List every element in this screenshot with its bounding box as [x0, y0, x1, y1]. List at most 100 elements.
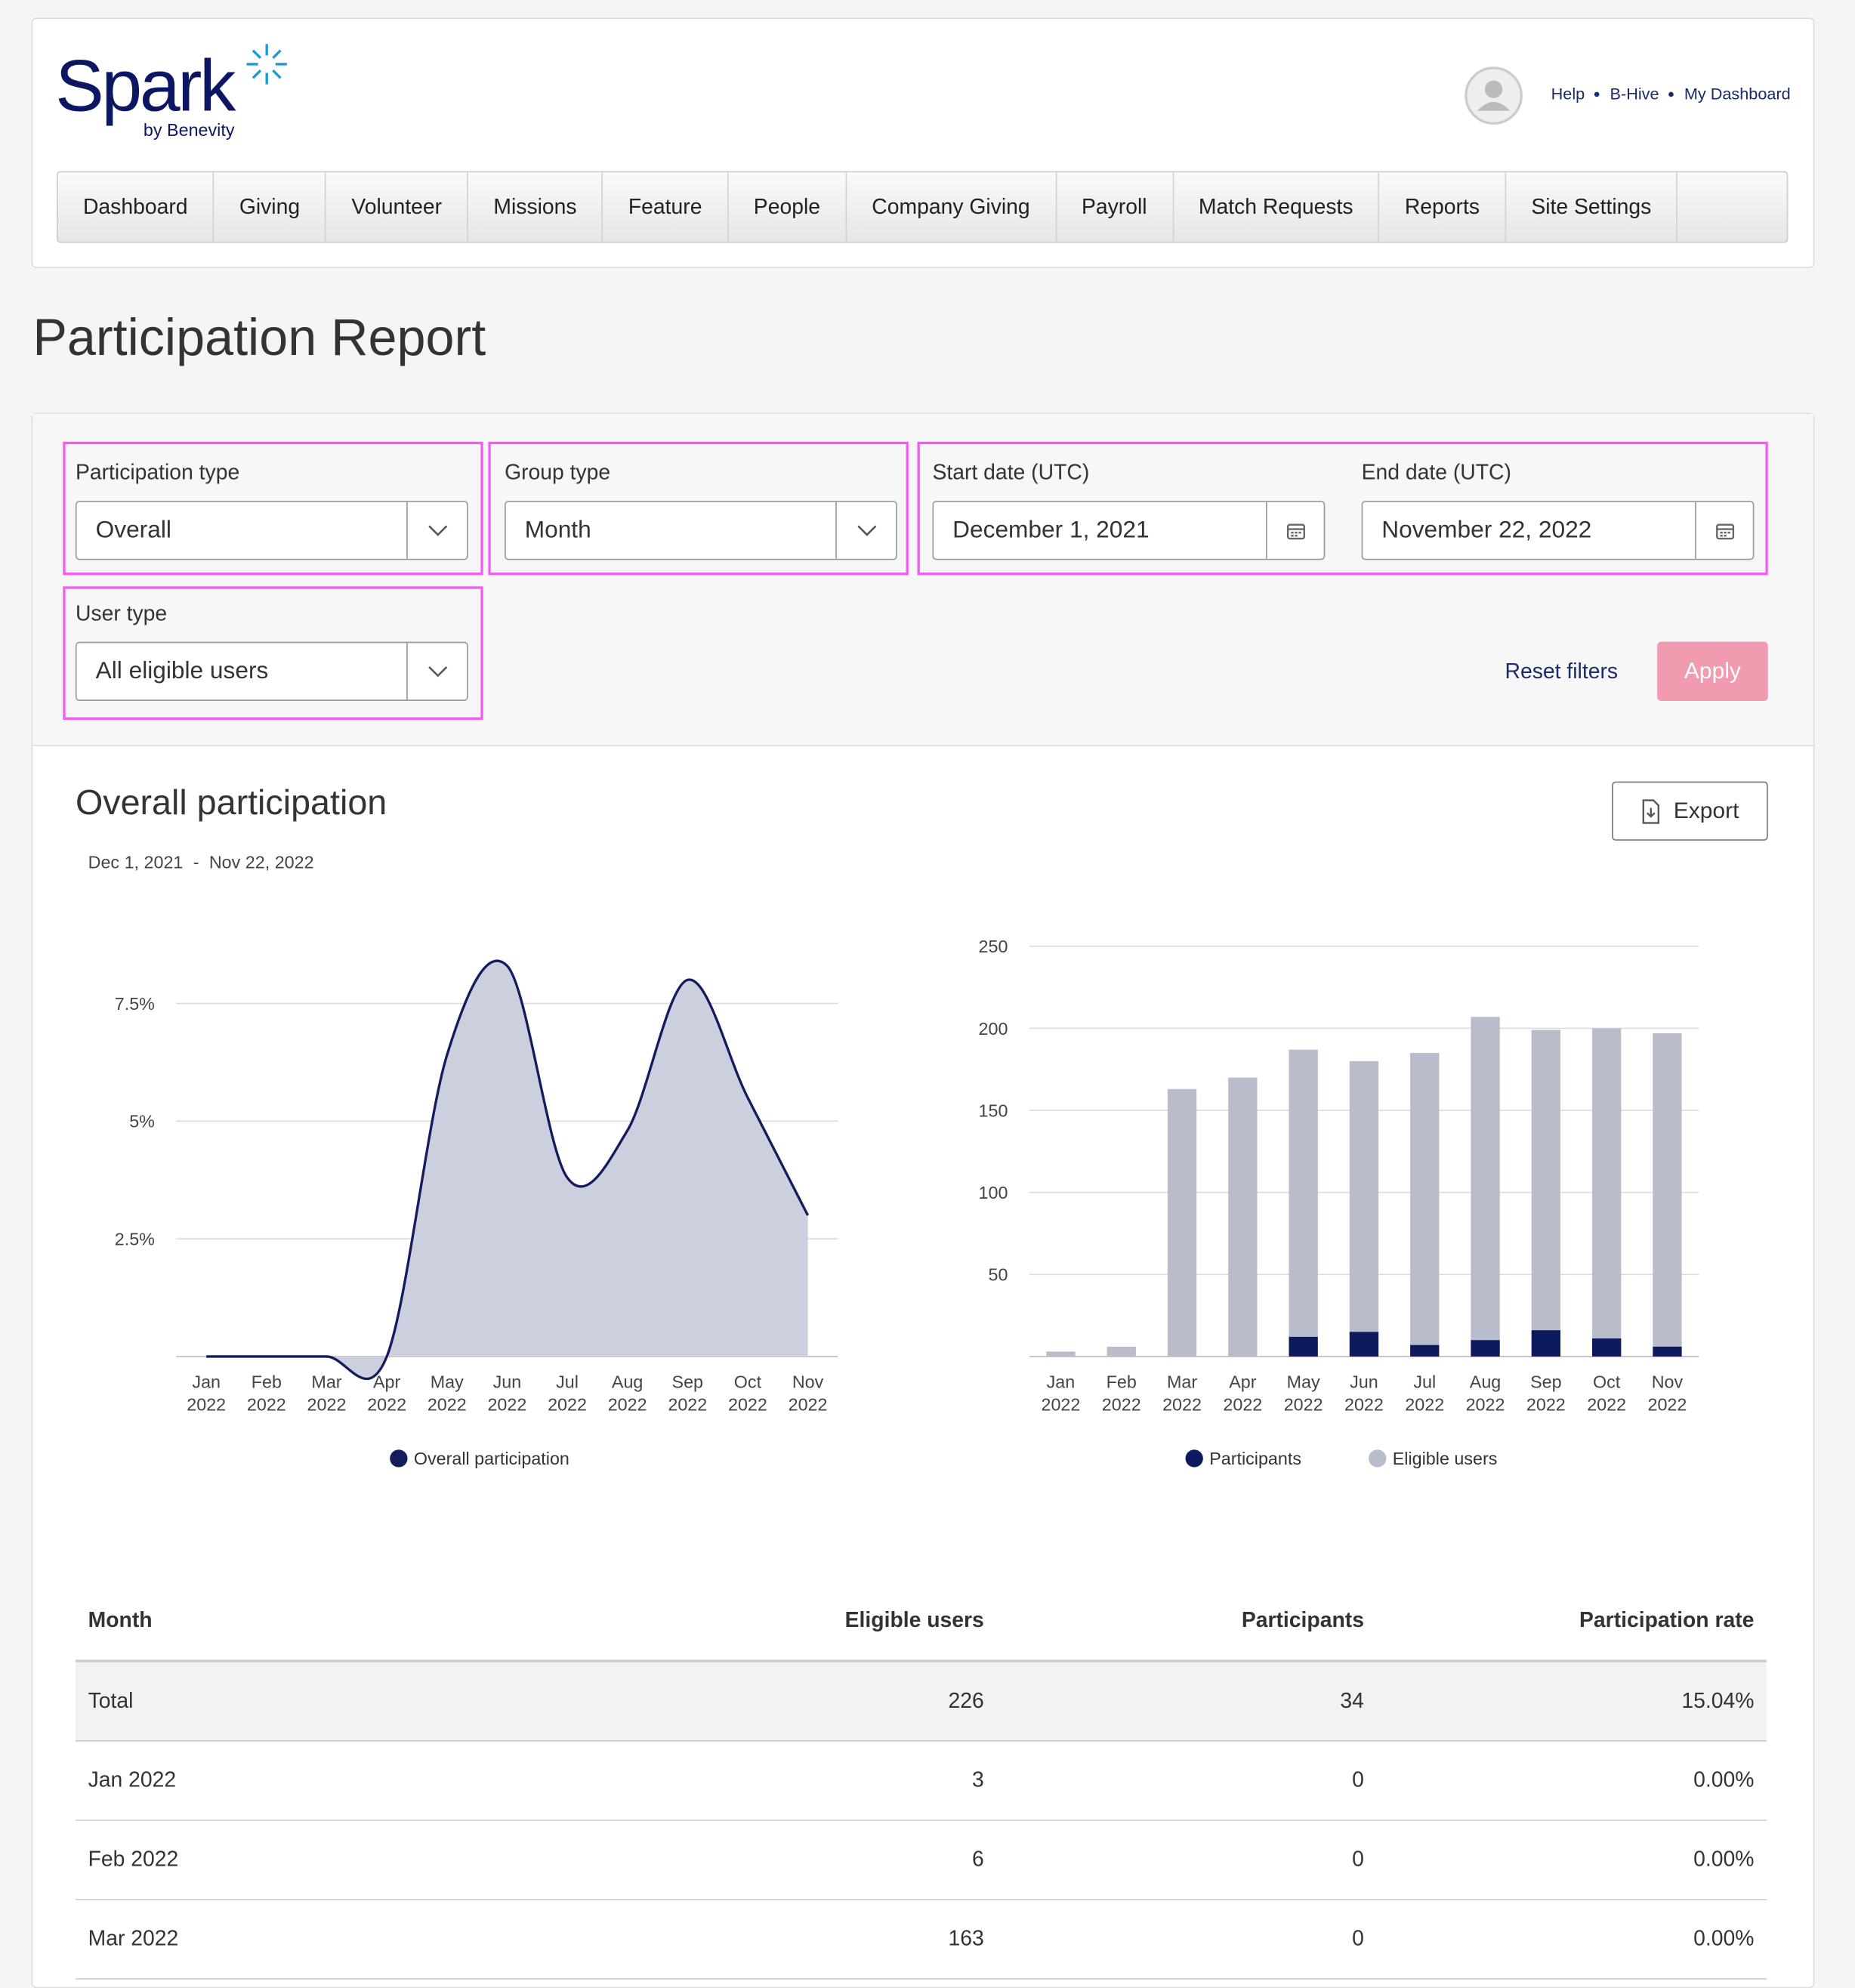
apply-button[interactable]: Apply [1657, 641, 1768, 701]
filter-highlight [917, 441, 1768, 576]
select-value: Month [524, 517, 591, 544]
header-links: Help B-Hive My Dashboard [1551, 85, 1791, 103]
select[interactable]: Month [505, 501, 897, 560]
date-separator: - [193, 851, 199, 872]
table-cell: 34 [1340, 1688, 1364, 1713]
x-tick-label: Feb 2022 [1102, 1372, 1141, 1415]
bar [1349, 1332, 1379, 1357]
y-tick-label: 250 [979, 937, 1008, 956]
header-link[interactable]: B-Hive [1610, 84, 1659, 103]
link-separator [1668, 91, 1674, 97]
bar [1591, 1028, 1622, 1357]
date-to: Nov 22, 2022 [208, 851, 314, 872]
nav-item[interactable]: Dashboard [58, 172, 215, 242]
select[interactable]: All eligible users [75, 641, 468, 701]
filter-highlight [63, 441, 483, 576]
bar [1531, 1330, 1561, 1357]
date-input[interactable]: December 1, 2021 [932, 501, 1326, 560]
table-cell: 0.00% [1693, 1926, 1755, 1951]
nav-item[interactable]: Feature [603, 172, 729, 242]
table-cell: 0.00% [1693, 1847, 1755, 1872]
area [206, 961, 808, 1379]
logo: Spark [55, 45, 236, 128]
table-cell: Total [88, 1688, 134, 1713]
table-cell: 0 [1352, 1847, 1364, 1872]
y-tick-label: 2.5% [115, 1229, 155, 1249]
table: Month Eligible users Participants Participa… [75, 1585, 1767, 1980]
date-value: December 1, 2021 [952, 517, 1150, 544]
filter-label: Group type [505, 460, 611, 485]
nav-item[interactable]: Reports [1380, 172, 1506, 242]
x-tick-label: Feb 2022 [247, 1372, 286, 1415]
legend-label: Overall participation [414, 1449, 569, 1468]
filter-label: Participation type [75, 460, 240, 485]
x-tick-label: Jan 2022 [1042, 1372, 1081, 1415]
reset-link[interactable]: Reset filters [1505, 659, 1619, 684]
table-row: Jan 2022 3 0 0.00% [75, 1742, 1767, 1821]
x-tick-label: May 2022 [1284, 1372, 1323, 1415]
nav-item[interactable]: Match Requests [1174, 172, 1380, 242]
x-tick-label: Jun 2022 [487, 1372, 526, 1415]
date-range: Dec 1, 2021- Nov 22, 2022 [88, 852, 314, 872]
table-cell: 226 [948, 1688, 984, 1713]
nav-item[interactable]: Missions [468, 172, 603, 242]
avatar[interactable] [1464, 66, 1524, 126]
bar [1167, 1088, 1197, 1357]
x-tick-label: Nov 2022 [1648, 1372, 1687, 1415]
table-row: Feb 2022 6 0 0.00% [75, 1821, 1767, 1900]
table-cell: Jan 2022 [88, 1767, 177, 1792]
bar [1349, 1060, 1379, 1357]
header-link[interactable]: My Dashboard [1684, 84, 1791, 103]
select-value: Overall [95, 517, 171, 544]
nav-item[interactable]: Payroll [1057, 172, 1174, 242]
export-button[interactable]: Export [1612, 781, 1768, 841]
line [206, 959, 810, 1381]
nav-item[interactable]: Volunteer [326, 172, 469, 242]
table-cell: 6 [972, 1847, 984, 1872]
x-tick-label: Jul 2022 [1405, 1372, 1444, 1415]
table-cell: 15.04% [1681, 1688, 1755, 1713]
legend-swatch [390, 1449, 408, 1468]
table-header: Month Eligible users Participants Participa… [75, 1585, 1767, 1662]
y-tick-label: 50 [989, 1265, 1008, 1285]
table-cell: Feb 2022 [88, 1847, 179, 1872]
logo-sub: by Benevity [143, 119, 235, 140]
section-title: Overall participation [75, 783, 387, 822]
nav-item[interactable]: Giving [215, 172, 327, 242]
table-cell: 163 [948, 1926, 984, 1951]
select[interactable]: Overall [75, 501, 468, 560]
table-cell: 0 [1352, 1926, 1364, 1951]
x-tick-label: Sep 2022 [668, 1372, 707, 1415]
x-tick-label: Apr 2022 [1223, 1372, 1262, 1415]
y-tick-label: 150 [979, 1100, 1008, 1120]
header-link[interactable]: Help [1551, 84, 1585, 103]
x-tick-label: Jul 2022 [548, 1372, 587, 1415]
x-tick-label: Jan 2022 [187, 1372, 226, 1415]
nav-bar: Dashboard Giving Volunteer Missions Feature P… [56, 171, 1789, 243]
column-header: Eligible users [844, 1608, 984, 1632]
nav-item[interactable]: Company Giving [847, 172, 1057, 242]
x-tick-label: Aug 2022 [608, 1372, 647, 1415]
y-tick-label: 5% [129, 1112, 155, 1131]
nav-item[interactable]: People [728, 172, 847, 242]
table-row: Total 226 34 15.04% [75, 1662, 1767, 1742]
date-input[interactable]: November 22, 2022 [1361, 501, 1755, 560]
logo-star [246, 44, 287, 85]
bar [1046, 1351, 1076, 1357]
column-header: Participation rate [1579, 1608, 1755, 1632]
y-tick-label: 100 [979, 1183, 1008, 1202]
filter-label: End date (UTC) [1361, 460, 1511, 485]
bar [1410, 1053, 1440, 1357]
table-cell: 0 [1352, 1767, 1364, 1792]
table-row: Mar 2022 163 0 0.00% [75, 1900, 1767, 1980]
x-tick-label: Mar 2022 [1162, 1372, 1202, 1415]
filter-highlight [488, 441, 909, 576]
column-header: Month [88, 1608, 153, 1632]
bar [1289, 1049, 1318, 1357]
export-label: Export [1673, 798, 1739, 823]
legend-swatch [1369, 1449, 1387, 1468]
x-tick-label: Sep 2022 [1526, 1372, 1566, 1415]
legend-label: Participants [1209, 1449, 1301, 1468]
nav-item[interactable]: Site Settings [1506, 172, 1678, 242]
